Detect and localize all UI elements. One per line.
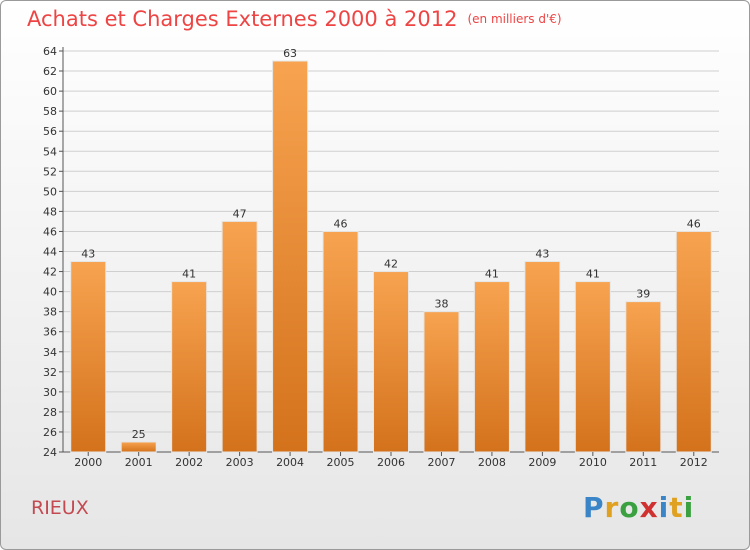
logo-letter: i	[658, 491, 670, 524]
bar	[373, 271, 409, 453]
bar-value-label: 46	[687, 217, 701, 230]
bar-value-label: 25	[132, 428, 146, 441]
chart-title-text: Achats et Charges Externes 2000 à 2012	[27, 7, 458, 31]
proxiti-logo: Proxiti	[583, 491, 694, 524]
logo-letter: x	[639, 491, 659, 524]
logo-letter: P	[583, 491, 605, 524]
y-tick-label: 62	[43, 65, 57, 78]
bar-value-label: 43	[535, 248, 549, 261]
y-tick-label: 38	[43, 306, 57, 319]
y-tick-label: 24	[43, 446, 57, 459]
bar-value-label: 38	[434, 298, 448, 311]
y-tick-label: 48	[43, 205, 57, 218]
logo-letter: t	[669, 491, 684, 524]
y-tick-label: 44	[43, 246, 57, 259]
y-tick-label: 54	[43, 145, 57, 158]
bar-value-label: 46	[334, 217, 348, 230]
x-tick-label: 2003	[226, 456, 254, 469]
x-tick-label: 2001	[125, 456, 153, 469]
x-tick-label: 2002	[175, 456, 203, 469]
bar-value-label: 39	[636, 288, 650, 301]
y-tick-label: 64	[43, 45, 57, 58]
chart-title: Achats et Charges Externes 2000 à 2012 (e…	[27, 7, 562, 31]
bar	[120, 441, 157, 453]
x-tick-label: 2010	[579, 456, 607, 469]
bar	[625, 301, 662, 453]
x-tick-label: 2004	[276, 456, 304, 469]
bar	[574, 281, 611, 453]
y-tick-label: 40	[43, 286, 57, 299]
bar-value-label: 41	[586, 268, 600, 281]
x-tick-label: 2011	[629, 456, 657, 469]
logo-letter: r	[604, 491, 620, 524]
y-tick-label: 58	[43, 105, 57, 118]
y-tick-label: 36	[43, 326, 57, 339]
bar	[423, 311, 460, 453]
logo-letter: i	[683, 491, 695, 524]
x-tick-label: 2012	[680, 456, 708, 469]
bar	[524, 261, 561, 453]
bar-value-label: 41	[182, 268, 196, 281]
x-tick-label: 2006	[377, 456, 405, 469]
chart-unit: (en milliers d'€)	[467, 12, 562, 26]
y-tick-label: 42	[43, 266, 57, 279]
bar	[322, 230, 359, 453]
y-tick-label: 34	[43, 346, 57, 359]
y-tick-label: 50	[43, 185, 57, 198]
bar-value-label: 47	[233, 207, 247, 220]
x-tick-label: 2000	[74, 456, 102, 469]
y-tick-label: 60	[43, 85, 57, 98]
y-tick-label: 26	[43, 426, 57, 439]
bar-value-label: 63	[283, 47, 297, 60]
bar	[272, 60, 309, 453]
y-tick-label: 28	[43, 406, 57, 419]
x-tick-label: 2005	[327, 456, 355, 469]
bar	[473, 281, 510, 453]
bar	[675, 230, 712, 453]
x-tick-label: 2007	[427, 456, 455, 469]
y-tick-label: 52	[43, 165, 57, 178]
logo-letter: o	[619, 491, 640, 524]
bar	[171, 281, 208, 453]
y-tick-label: 32	[43, 366, 57, 379]
y-tick-label: 46	[43, 225, 57, 238]
x-tick-label: 2008	[478, 456, 506, 469]
x-tick-label: 2009	[528, 456, 556, 469]
bar	[221, 220, 258, 453]
y-tick-label: 56	[43, 125, 57, 138]
bar-value-label: 41	[485, 268, 499, 281]
y-tick-label: 30	[43, 386, 57, 399]
bar-value-label: 42	[384, 258, 398, 271]
bar-value-label: 43	[81, 248, 95, 261]
commune-name: RIEUX	[31, 497, 89, 519]
bar	[70, 261, 107, 453]
